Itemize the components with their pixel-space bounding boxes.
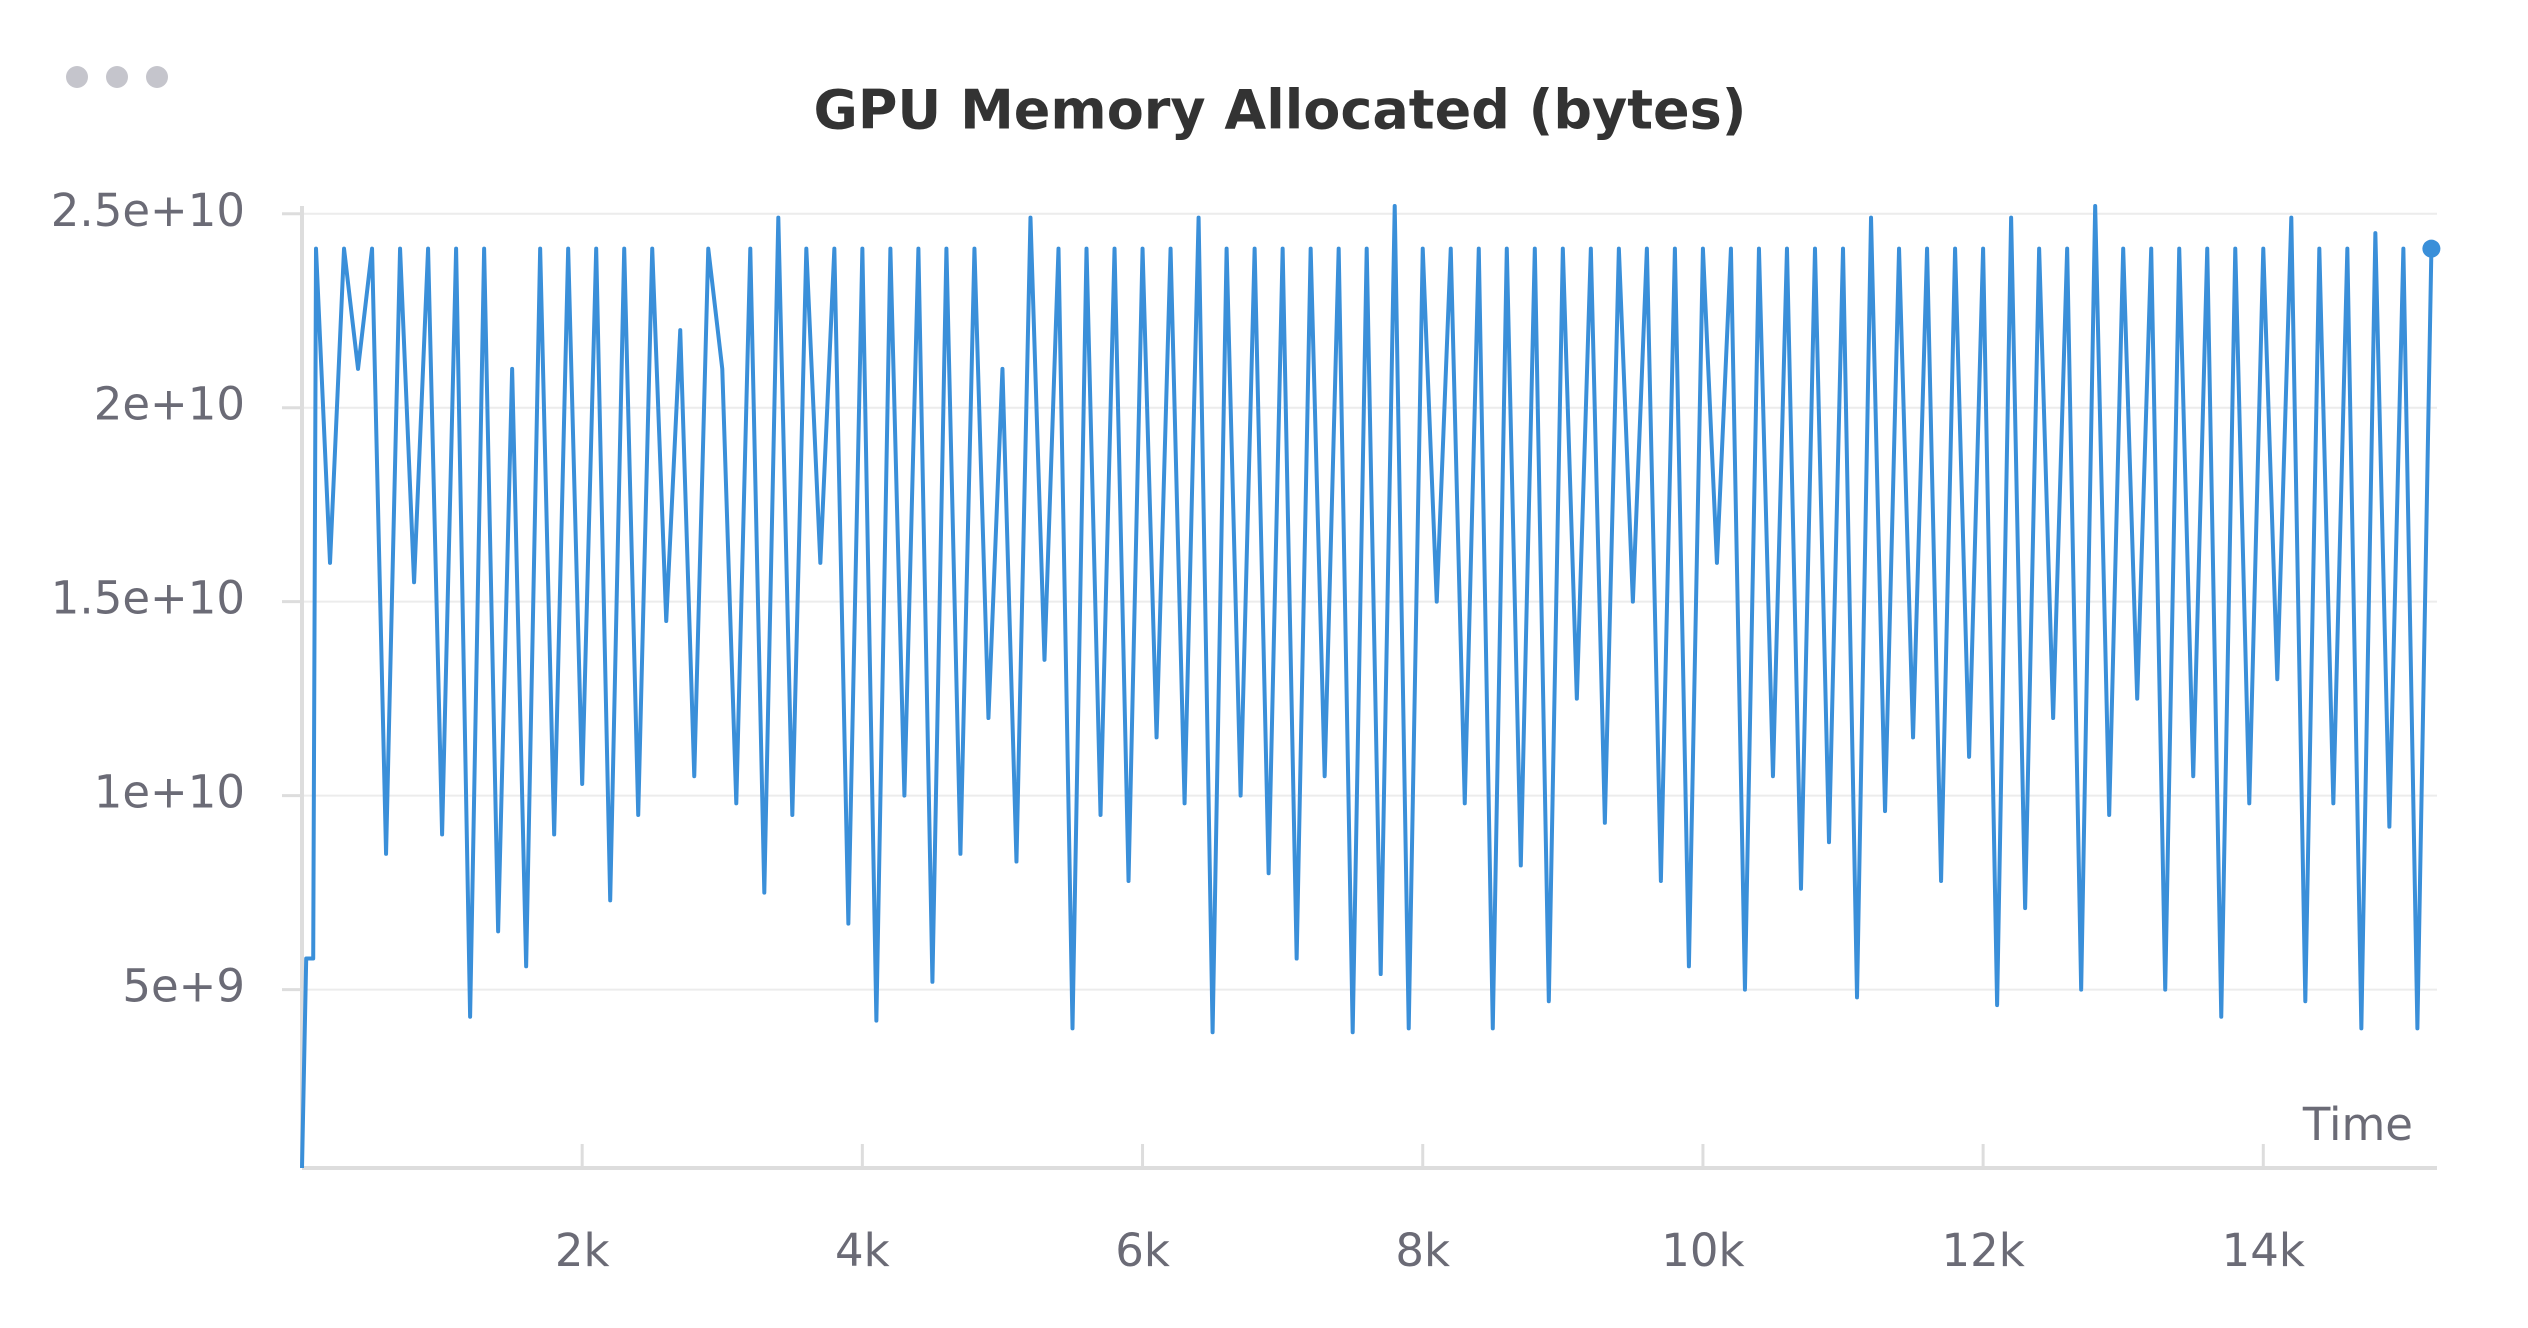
menu-dot[interactable] [66, 66, 88, 88]
x-tick-label: 14k [2222, 1224, 2305, 1277]
line [300, 204, 2434, 1169]
y-tick-label: 2.5e+10 [51, 184, 245, 237]
y-tick-label: 1.5e+10 [51, 572, 245, 625]
chart-title: GPU Memory Allocated (bytes) [814, 79, 1747, 142]
x-tick-label: 6k [1115, 1224, 1170, 1277]
menu-dot[interactable] [146, 66, 168, 88]
x-tick-label: 2k [555, 1224, 610, 1277]
x-tick-label: 4k [835, 1224, 890, 1277]
x-tick-label: 8k [1395, 1224, 1450, 1277]
x-tick-label: 12k [1941, 1224, 2024, 1277]
y-tick-label: 5e+9 [122, 960, 245, 1013]
y-tick-label: 1e+10 [94, 766, 245, 819]
x-axis-label: Time [2302, 1098, 2413, 1151]
menu-dot[interactable] [106, 66, 128, 88]
x-tick-label: 10k [1661, 1224, 1744, 1277]
last-point [2422, 239, 2441, 258]
y-tick-label: 2e+10 [94, 378, 245, 431]
